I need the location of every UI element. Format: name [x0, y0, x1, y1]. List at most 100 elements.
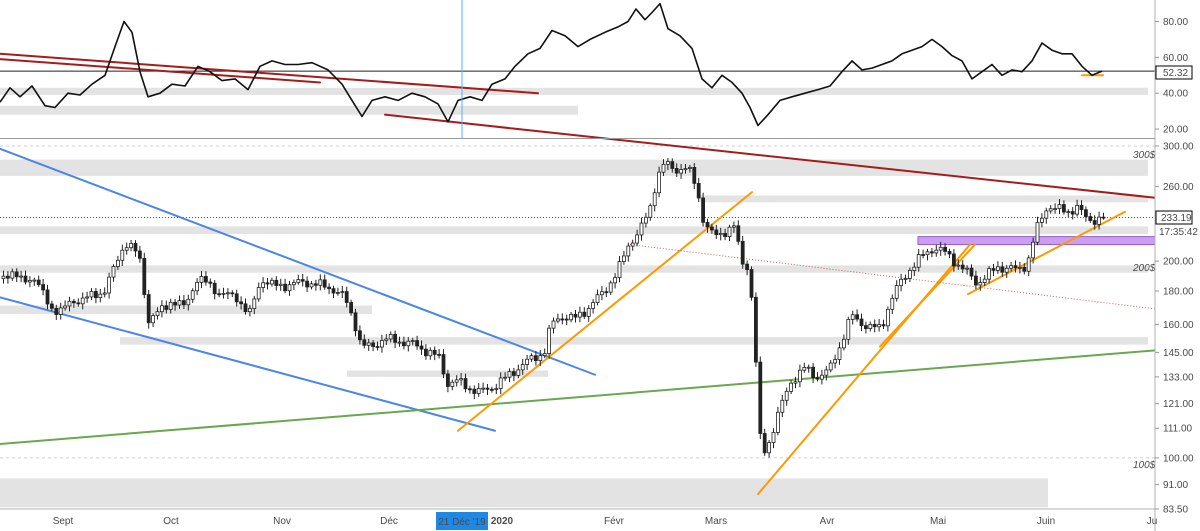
candle-body-146: [644, 216, 648, 224]
candle-body-211: [930, 251, 934, 254]
trendline-0: [0, 147, 596, 376]
indicator-line: [0, 2, 1103, 127]
candle-body-45: [199, 276, 204, 283]
candle-body-11: [50, 303, 54, 309]
candle-body-92: [406, 340, 411, 347]
zone-8: [0, 105, 578, 115]
candle-body-150: [661, 163, 666, 173]
candle-body-100: [441, 354, 446, 375]
candle-body-120: [529, 355, 534, 360]
candle-body-25: [111, 266, 116, 278]
candle-body-194: [855, 314, 859, 320]
time-axis-ticks: Sept Oct Nov Déc 2020 Févr Mars Avr Mai Juin Ju: [53, 516, 1158, 527]
candle-body-24: [107, 276, 111, 294]
candle-body-87: [384, 338, 389, 341]
candle-body-72: [318, 279, 323, 286]
trendline-3: [384, 113, 1156, 199]
candle-body-193: [850, 314, 855, 320]
candle-body-206: [908, 270, 912, 280]
candle-body-123: [542, 353, 547, 356]
candle-body-35: [155, 311, 160, 317]
time-tick-label-3: Déc: [380, 516, 398, 527]
candle-body-6: [27, 280, 32, 283]
candle-body-19: [85, 296, 89, 299]
candle-body-54: [239, 301, 244, 305]
candle-body-38: [168, 301, 173, 310]
candle-body-69: [305, 280, 310, 288]
candle-body-108: [476, 388, 481, 394]
candle-body-244: [1075, 204, 1079, 215]
candle-body-221: [974, 275, 978, 286]
candle-body-17: [76, 302, 81, 305]
candle-body-104: [459, 378, 464, 381]
candle-body-23: [102, 292, 107, 295]
time-tick-label-10: Ju: [1147, 516, 1158, 527]
candle-body-232: [1022, 266, 1027, 272]
candle-body-188: [828, 362, 833, 371]
candle-body-166: [732, 225, 736, 228]
candle-body-22: [98, 293, 103, 299]
trendline-2: [0, 349, 1156, 445]
price-tick-label-3: 200.00: [1163, 257, 1194, 268]
price-tick-label-0: 300.00: [1163, 142, 1194, 153]
candle-body-110: [485, 387, 490, 390]
candle-body-10: [45, 289, 50, 305]
candle-body-148: [652, 192, 657, 207]
trendline-6: [879, 243, 976, 348]
candle-body-81: [357, 330, 362, 341]
price-tick-label-8: 121.00: [1163, 399, 1194, 410]
trendline-8: [0, 52, 539, 95]
candle-body-174: [767, 442, 771, 454]
candle-body-145: [639, 222, 644, 236]
candle-body-29: [129, 243, 134, 249]
cursor-date-badge: [436, 512, 488, 530]
candle-body-200: [881, 324, 886, 327]
candle-body-144: [635, 234, 639, 244]
candle-body-47: [208, 281, 213, 284]
candle-body-233: [1026, 257, 1031, 272]
candle-body-151: [666, 161, 670, 165]
candle-body-226: [996, 266, 1000, 271]
candle-body-212: [934, 249, 939, 254]
candle-body-132: [582, 311, 587, 317]
candle-body-175: [771, 432, 776, 443]
candle-body-218: [960, 264, 965, 270]
candle-body-112: [494, 388, 499, 390]
candle-body-20: [89, 291, 94, 298]
time-tick-label-4: 2020: [491, 516, 514, 527]
candle-body-3: [14, 271, 19, 278]
candle-body-230: [1013, 265, 1018, 269]
price-tick-label-9: 111.00: [1163, 424, 1193, 435]
candle-body-229: [1009, 265, 1013, 269]
candle-body-88: [388, 333, 393, 340]
candle-body-21: [94, 291, 98, 299]
candle-body-129: [569, 313, 573, 321]
trendline-5: [757, 243, 971, 496]
candle-body-96: [423, 348, 428, 357]
candle-body-119: [525, 358, 529, 365]
candle-body-149: [657, 171, 661, 194]
candle-body-126: [556, 318, 560, 322]
candle-body-189: [833, 359, 837, 364]
indicator-value-text: 52.32: [1163, 68, 1188, 79]
candle-body-187: [824, 369, 829, 376]
candle-body-117: [516, 369, 521, 376]
candle-body-94: [415, 340, 420, 347]
candle-body-134: [591, 302, 595, 309]
candle-body-225: [991, 268, 996, 271]
candle-body-1: [6, 275, 10, 279]
time-tick-label-2: Nov: [273, 516, 291, 527]
candle-body-61: [269, 279, 274, 285]
last-price-label: 233.19 17:35:42: [1155, 210, 1200, 238]
indicator-value-badge: [1155, 65, 1193, 80]
candle-body-172: [758, 361, 763, 434]
level-label-300: 300$: [1133, 150, 1156, 161]
candle-body-109: [481, 387, 486, 390]
candle-body-106: [467, 388, 472, 391]
candle-body-98: [432, 349, 437, 355]
time-tick-label-6: Mars: [705, 516, 727, 527]
zone-9: [0, 87, 1148, 95]
candle-body-222: [978, 282, 983, 286]
candle-body-27: [120, 249, 125, 261]
